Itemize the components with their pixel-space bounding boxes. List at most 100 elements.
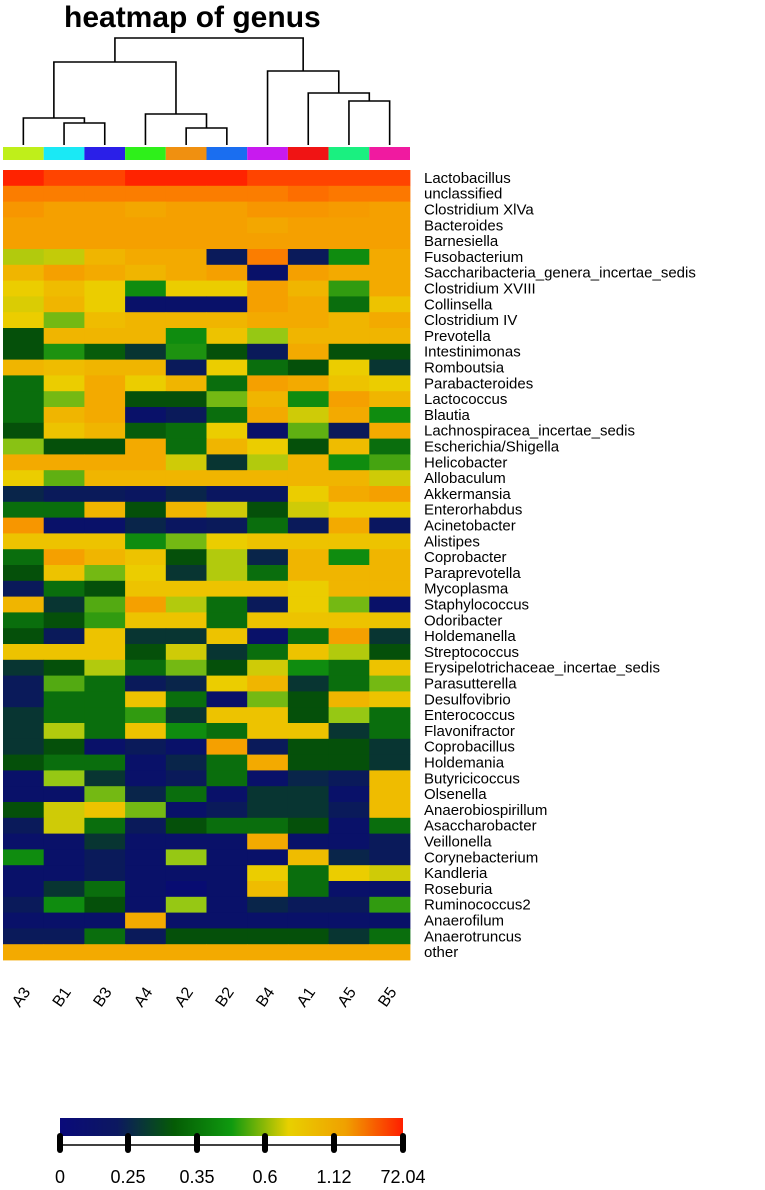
heatmap-cell (369, 470, 411, 487)
heatmap-cell (3, 770, 45, 787)
heatmap-cell (287, 849, 329, 866)
column-label: A5 (335, 984, 360, 1010)
heatmap-cell (287, 454, 329, 471)
heatmap-cell (247, 770, 289, 787)
heatmap-cell (3, 343, 45, 360)
heatmap-cell (206, 470, 248, 487)
column-color-A3 (3, 147, 44, 160)
heatmap-cell (328, 328, 370, 345)
heatmap-cell (206, 723, 248, 740)
row-label: Mycoplasma (424, 581, 509, 598)
heatmap-cell (369, 486, 411, 503)
heatmap-cell (43, 928, 85, 945)
heatmap-cell (369, 454, 411, 471)
heatmap-cell (287, 786, 329, 803)
heatmap-cell (84, 802, 126, 819)
row-label: Erysipelotrichaceae_incertae_sedis (424, 660, 660, 677)
legend-gradient-bar (60, 1118, 403, 1136)
heatmap-cell (43, 849, 85, 866)
row-label: Parasutterella (424, 676, 517, 693)
heatmap-cell (165, 928, 207, 945)
column-color-strip (3, 147, 410, 160)
heatmap-cell (328, 249, 370, 266)
heatmap-cell (125, 723, 167, 740)
heatmap-cell (84, 928, 126, 945)
heatmap-cell (165, 896, 207, 913)
row-label: Saccharibacteria_genera_incertae_sedis (424, 265, 696, 282)
heatmap-cell (125, 628, 167, 645)
heatmap-cell (206, 296, 248, 313)
heatmap-cell (247, 264, 289, 281)
column-color-B5 (369, 147, 410, 160)
heatmap-cell (84, 486, 126, 503)
heatmap-cell (369, 928, 411, 945)
heatmap-cell (287, 233, 329, 250)
heatmap-cell (369, 817, 411, 834)
heatmap-cell (328, 549, 370, 566)
heatmap-cell (3, 296, 45, 313)
heatmap-cell (84, 517, 126, 534)
heatmap-cell (43, 359, 85, 376)
heatmap-cell (165, 707, 207, 724)
heatmap-cell (125, 233, 167, 250)
row-label: Holdemania (424, 755, 505, 772)
heatmap-cell (247, 217, 289, 234)
heatmap-cell (369, 438, 411, 455)
heatmap-cell (84, 549, 126, 566)
heatmap-cell (3, 391, 45, 408)
heatmap-cell (165, 201, 207, 218)
heatmap-cell (206, 896, 248, 913)
heatmap-cell (125, 644, 167, 661)
heatmap-cell (287, 707, 329, 724)
row-label: Anaerofilum (424, 913, 504, 930)
row-label: Parabacteroides (424, 375, 533, 392)
heatmap-cell (84, 912, 126, 929)
heatmap-cell (43, 328, 85, 345)
heatmap-cell (84, 723, 126, 740)
heatmap-cell (206, 233, 248, 250)
row-label: Paraprevotella (424, 565, 521, 582)
row-label: Streptococcus (424, 644, 519, 661)
row-label: Coprobacter (424, 549, 507, 566)
heatmap-cell (328, 802, 370, 819)
row-label: Alistipes (424, 533, 480, 550)
heatmap-cell (247, 675, 289, 692)
heatmap-cell (247, 170, 289, 187)
row-label: Lactobacillus (424, 170, 511, 187)
heatmap-cell (247, 233, 289, 250)
heatmap-cell (287, 912, 329, 929)
heatmap-cell (287, 549, 329, 566)
heatmap-cell (369, 786, 411, 803)
heatmap-cell (125, 185, 167, 202)
heatmap-cell (247, 391, 289, 408)
heatmap-cell (3, 549, 45, 566)
heatmap-cell (247, 612, 289, 629)
heatmap-cell (247, 454, 289, 471)
heatmap-cell (369, 343, 411, 360)
heatmap-cell (3, 470, 45, 487)
heatmap-cell (165, 754, 207, 771)
heatmap-cell (247, 501, 289, 518)
heatmap-cell (247, 944, 289, 961)
heatmap-cell (287, 628, 329, 645)
column-color-B1 (43, 147, 85, 160)
row-label: Desulfovibrio (424, 691, 511, 708)
heatmap-cell (328, 470, 370, 487)
heatmap-cell (328, 501, 370, 518)
heatmap-cell (84, 264, 126, 281)
heatmap-cell (165, 296, 207, 313)
heatmap-cell (3, 501, 45, 518)
heatmap-cell (328, 928, 370, 945)
heatmap-cell (287, 217, 329, 234)
heatmap-cell (247, 928, 289, 945)
heatmap-cell (206, 375, 248, 392)
heatmap-cell (206, 422, 248, 439)
row-label: Lachnospiracea_incertae_sedis (424, 423, 635, 440)
heatmap-cell (328, 738, 370, 755)
heatmap-cell (206, 612, 248, 629)
heatmap-cell (206, 549, 248, 566)
heatmap-cell (43, 802, 85, 819)
heatmap-cell (328, 786, 370, 803)
heatmap-cell (206, 865, 248, 882)
heatmap-cell (206, 849, 248, 866)
